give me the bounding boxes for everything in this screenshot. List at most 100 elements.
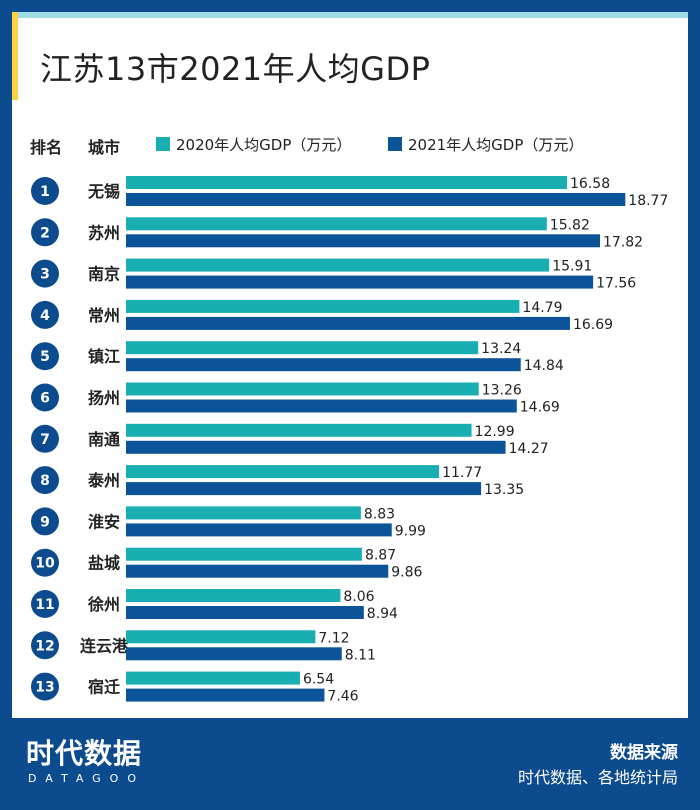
bar-2021 bbox=[126, 523, 392, 537]
rank-badge bbox=[31, 259, 59, 288]
rank-badge bbox=[31, 548, 59, 577]
bar-2020 bbox=[126, 258, 550, 272]
bar-2021 bbox=[126, 647, 342, 661]
value-label-2020: 15.82 bbox=[550, 217, 590, 233]
bar-2020 bbox=[126, 465, 440, 479]
brand-logo-subtitle: DATAGOO bbox=[28, 772, 145, 785]
rank-badge bbox=[31, 507, 59, 536]
rank-number: 11 bbox=[35, 597, 54, 613]
value-label-2020: 8.83 bbox=[364, 506, 395, 522]
legend-swatch-2021 bbox=[388, 137, 402, 151]
left-accent-bar bbox=[12, 12, 18, 100]
rank-badge bbox=[31, 300, 59, 329]
value-label-2021: 17.82 bbox=[603, 234, 643, 250]
bar-2020 bbox=[126, 176, 568, 189]
city-label: 徐州 bbox=[87, 595, 120, 614]
rank-badge bbox=[31, 631, 59, 660]
bar-2021 bbox=[126, 316, 570, 330]
rank-column-header: 排名 bbox=[30, 138, 63, 157]
value-label-2020: 11.77 bbox=[442, 465, 482, 481]
bar-2021 bbox=[126, 482, 482, 496]
value-label-2020: 13.24 bbox=[481, 341, 521, 357]
bar-2020 bbox=[126, 341, 479, 355]
bar-2021 bbox=[126, 234, 601, 248]
rank-badge bbox=[31, 672, 59, 701]
city-label: 无锡 bbox=[87, 182, 120, 201]
value-label-2020: 16.58 bbox=[570, 176, 610, 192]
rank-number: 7 bbox=[40, 432, 50, 448]
brand-logo: 时代数据 bbox=[26, 737, 143, 770]
rank-number: 9 bbox=[40, 514, 50, 530]
legend-label-2020: 2020年人均GDP（万元） bbox=[176, 136, 352, 154]
bar-2020 bbox=[126, 217, 547, 231]
source-label: 数据来源 bbox=[610, 743, 678, 763]
value-label-2021: 14.27 bbox=[509, 441, 549, 457]
rank-number: 6 bbox=[40, 391, 50, 407]
city-label: 宿迁 bbox=[88, 678, 120, 697]
value-label-2021: 17.56 bbox=[596, 276, 636, 292]
bar-2020 bbox=[126, 671, 300, 685]
city-label: 苏州 bbox=[88, 223, 120, 242]
top-accent-bar bbox=[12, 12, 688, 18]
value-label-2020: 8.87 bbox=[365, 548, 396, 564]
value-label-2020: 14.79 bbox=[522, 300, 562, 316]
value-label-2021: 14.84 bbox=[524, 358, 564, 374]
value-label-2021: 9.99 bbox=[395, 523, 426, 539]
value-label-2021: 16.69 bbox=[573, 317, 613, 333]
city-label: 泰州 bbox=[87, 471, 120, 490]
value-label-2020: 6.54 bbox=[303, 672, 334, 688]
bar-2020 bbox=[126, 423, 472, 437]
city-label: 常州 bbox=[88, 306, 120, 325]
city-label: 扬州 bbox=[88, 389, 120, 408]
bar-2021 bbox=[126, 564, 389, 578]
value-label-2021: 9.86 bbox=[391, 565, 422, 581]
bar-2020 bbox=[126, 630, 316, 644]
value-label-2021: 7.46 bbox=[327, 689, 358, 705]
rank-badge bbox=[31, 177, 59, 205]
bar-2021 bbox=[126, 688, 325, 702]
value-label-2020: 13.26 bbox=[482, 383, 522, 399]
bar-2020 bbox=[126, 589, 341, 602]
city-column-header: 城市 bbox=[88, 138, 121, 157]
bar-2021 bbox=[126, 440, 506, 454]
rank-number: 2 bbox=[40, 225, 50, 241]
bar-2021 bbox=[126, 193, 626, 206]
value-label-2021: 14.69 bbox=[520, 400, 560, 416]
value-label-2021: 8.11 bbox=[345, 647, 376, 663]
bar-2021 bbox=[126, 606, 364, 619]
chart-title: 江苏13市2021年人均GDP bbox=[40, 50, 431, 88]
city-label: 淮安 bbox=[88, 512, 120, 531]
bar-2021 bbox=[126, 399, 517, 413]
value-label-2020: 7.12 bbox=[318, 630, 349, 646]
legend-swatch-2020 bbox=[156, 137, 170, 151]
rank-number: 1 bbox=[40, 184, 50, 200]
city-label: 盐城 bbox=[88, 554, 120, 573]
value-label-2021: 13.35 bbox=[484, 482, 524, 498]
rank-number: 12 bbox=[35, 638, 54, 654]
bar-2020 bbox=[126, 382, 479, 396]
bar-2020 bbox=[126, 547, 362, 561]
value-label-2021: 8.94 bbox=[367, 606, 398, 622]
legend-label-2021: 2021年人均GDP（万元） bbox=[408, 136, 584, 154]
city-label: 连云港 bbox=[80, 636, 129, 655]
rank-number: 5 bbox=[40, 349, 50, 365]
rank-number: 13 bbox=[35, 680, 54, 696]
bar-2020 bbox=[126, 506, 361, 520]
value-label-2021: 18.77 bbox=[628, 193, 668, 209]
rank-badge bbox=[31, 590, 59, 618]
rank-badge bbox=[31, 466, 59, 495]
city-label: 镇江 bbox=[88, 347, 120, 366]
rank-number: 3 bbox=[40, 267, 50, 283]
rank-badge bbox=[31, 424, 59, 453]
rank-number: 8 bbox=[40, 473, 50, 489]
rank-number: 10 bbox=[35, 556, 55, 572]
bar-2021 bbox=[126, 358, 521, 372]
bar-2020 bbox=[126, 299, 520, 313]
rank-badge bbox=[31, 218, 59, 247]
bar-2021 bbox=[126, 275, 594, 289]
city-label: 南通 bbox=[88, 430, 120, 449]
city-label: 南京 bbox=[88, 265, 120, 284]
rank-badge bbox=[31, 342, 59, 371]
value-label-2020: 12.99 bbox=[475, 424, 515, 440]
